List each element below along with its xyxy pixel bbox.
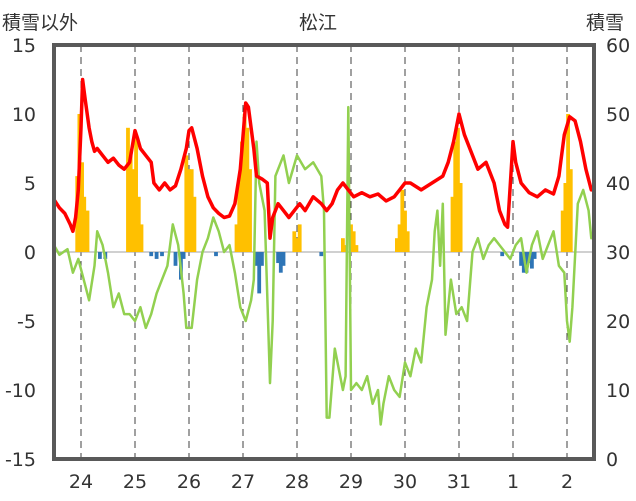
x-tick-label-29: 29 — [339, 471, 363, 493]
orange-bar-14 — [192, 196, 197, 252]
red-line — [52, 77, 594, 240]
orange-bar-30 — [397, 224, 402, 252]
orange-bar-35 — [453, 141, 458, 252]
left-tick-label: 15 — [12, 35, 36, 57]
right-tick-labels: 60 50 40 30 20 10 0 — [606, 35, 630, 471]
orange-bar-33 — [405, 231, 410, 252]
blue-bar-21 — [530, 252, 534, 269]
orange-bar-24 — [341, 238, 345, 252]
left-tick-label: -10 — [5, 380, 36, 402]
x-tick-label-2: 2 — [561, 471, 573, 493]
blue-bar-22 — [532, 252, 537, 259]
orange-bar-22 — [295, 238, 299, 252]
blue-bar-9 — [254, 252, 259, 266]
orange-bar-37 — [458, 183, 463, 252]
orange-bar-12 — [187, 169, 191, 252]
orange-bar-36 — [456, 127, 460, 252]
right-tick-label: 10 — [606, 380, 630, 402]
line-layer — [52, 77, 596, 461]
orange-bar-2 — [80, 162, 84, 252]
right-axis-label: 積雪 — [586, 12, 624, 34]
blue-bar-0 — [98, 252, 102, 259]
x-tick-label-26: 26 — [177, 471, 201, 493]
orange-bar-13 — [189, 169, 194, 252]
x-tick-label-25: 25 — [123, 471, 147, 493]
blue-bar-4 — [160, 252, 164, 257]
orange-bar-15 — [234, 224, 239, 252]
orange-bar-18 — [242, 114, 247, 252]
green-line — [52, 105, 596, 426]
orange-bar-20 — [248, 169, 252, 252]
orange-bar-25 — [343, 245, 348, 252]
orange-bar-7 — [131, 169, 136, 252]
x-tick-label-1: 1 — [507, 471, 519, 493]
blue-bar-3 — [154, 252, 159, 259]
left-tick-labels: 15 10 5 0 -5 -10 -15 — [5, 35, 36, 471]
orange-bar-4 — [85, 210, 90, 252]
orange-bar-38 — [560, 210, 565, 252]
blue-bar-13 — [278, 252, 283, 273]
orange-bar-9 — [136, 196, 141, 252]
x-tick-label-27: 27 — [231, 471, 255, 493]
blue-bar-5 — [173, 252, 178, 266]
orange-bar-31 — [400, 189, 405, 252]
right-tick-label: 50 — [606, 104, 630, 126]
orange-bar-32 — [403, 210, 407, 252]
orange-bar-19 — [245, 127, 250, 252]
x-tick-label-28: 28 — [285, 471, 309, 493]
chart-title: 松江 — [299, 12, 337, 34]
right-tick-label: 60 — [606, 35, 630, 57]
x-tick-label-24: 24 — [69, 471, 93, 493]
orange-bar-5 — [126, 127, 130, 252]
orange-bar-28 — [354, 245, 359, 252]
blue-bar-14 — [281, 252, 286, 266]
left-tick-label: -5 — [17, 311, 36, 333]
orange-bar-3 — [82, 196, 87, 252]
x-tick-labels: 24 25 26 27 28 29 30 31 1 2 — [69, 471, 573, 493]
left-tick-label: -15 — [5, 449, 36, 471]
orange-bar-6 — [128, 155, 133, 252]
orange-bar-40 — [566, 114, 570, 252]
blue-bar-15 — [319, 252, 324, 257]
orange-bar-21 — [292, 231, 297, 252]
right-tick-label: 40 — [606, 173, 630, 195]
left-tick-label: 10 — [12, 104, 36, 126]
x-tick-label-30: 30 — [393, 471, 417, 493]
blue-bar-17 — [519, 252, 523, 266]
blue-bar-8 — [214, 252, 218, 257]
blue-bar-10 — [257, 252, 262, 294]
blue-bar-19 — [524, 252, 529, 273]
x-tick-label-31: 31 — [447, 471, 471, 493]
right-tick-label: 20 — [606, 311, 630, 333]
left-tick-label: 5 — [24, 173, 36, 195]
orange-bar-8 — [134, 134, 138, 252]
orange-bar-26 — [349, 224, 353, 252]
orange-bar-16 — [237, 183, 242, 252]
right-tick-label: 30 — [606, 242, 630, 264]
orange-bar-39 — [563, 183, 568, 252]
blue-bar-11 — [260, 252, 264, 266]
left-tick-label: 0 — [24, 242, 36, 264]
blue-bar-2 — [149, 252, 154, 257]
orange-bar-23 — [297, 224, 302, 252]
orange-bar-41 — [568, 169, 573, 252]
blue-bar-16 — [500, 252, 505, 257]
blue-bar-12 — [276, 252, 280, 264]
orange-bar-11 — [184, 155, 189, 252]
orange-bar-29 — [395, 238, 399, 252]
orange-bar-17 — [240, 141, 244, 252]
orange-bar-27 — [351, 231, 356, 252]
orange-bar-34 — [450, 196, 455, 252]
left-axis-label: 積雪以外 — [2, 12, 78, 34]
orange-bar-10 — [139, 224, 144, 252]
blue-bar-7 — [181, 252, 186, 259]
plot-frame — [52, 43, 596, 461]
right-tick-label: 0 — [606, 449, 618, 471]
